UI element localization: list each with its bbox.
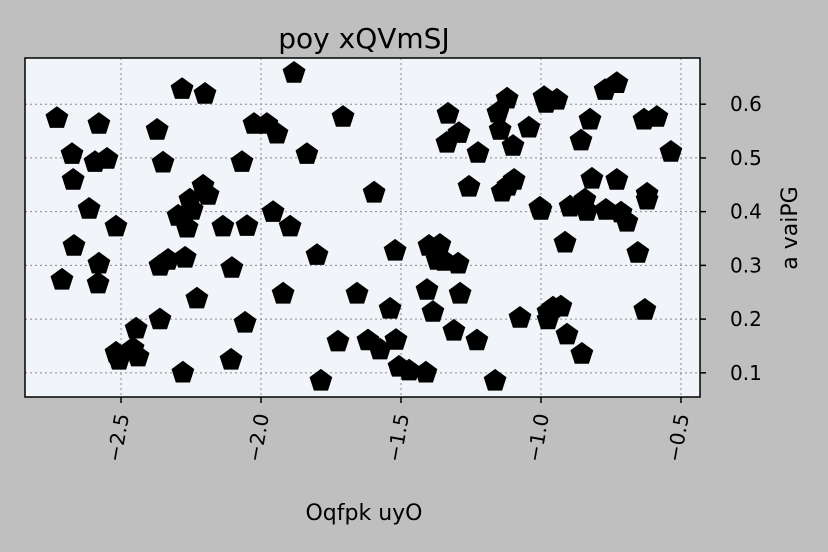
chart-title: poy xQVmSJ: [278, 22, 449, 55]
scatter-point: [145, 118, 169, 140]
x-axis-label: Oqfpk uyO: [305, 501, 422, 526]
scatter-point: [495, 86, 519, 109]
scatter-point: [553, 230, 577, 253]
y-tick-label: 0.4: [730, 200, 762, 224]
scatter-point: [60, 142, 84, 164]
scatter-point: [326, 329, 350, 352]
marks: [45, 61, 683, 391]
scatter-point: [569, 128, 593, 151]
scatter-point: [580, 166, 604, 189]
scatter-point: [126, 344, 150, 367]
grid: [25, 58, 700, 397]
scatter-point: [545, 87, 569, 110]
scatter-point: [555, 322, 579, 345]
scatter-point: [446, 251, 470, 274]
scatter-point: [148, 307, 172, 330]
scatter-point: [95, 147, 119, 169]
scatter-point: [77, 197, 101, 219]
scatter-point: [271, 281, 295, 304]
plot-frame: [24, 57, 701, 398]
scatter-point: [517, 115, 541, 138]
scatter-point: [331, 105, 355, 127]
scatter-point: [219, 347, 243, 370]
scatter-point: [483, 368, 507, 391]
scatter-point: [442, 318, 466, 341]
scatter-point: [635, 187, 659, 210]
y-tick-label: 0.3: [730, 253, 762, 277]
scatter-point: [575, 199, 599, 221]
scatter-point: [220, 256, 244, 278]
scatter-point: [578, 107, 602, 130]
scatter-point: [436, 101, 460, 124]
scatter-point: [488, 118, 512, 140]
scatter-point: [626, 241, 650, 263]
scatter-point: [397, 358, 421, 381]
scatter-point: [384, 328, 408, 350]
scatter-point: [659, 140, 683, 162]
scatter-point: [362, 180, 386, 203]
scatter-point: [233, 310, 257, 333]
scatter-point: [87, 251, 111, 274]
scatter-point: [466, 141, 490, 163]
y-tick-label: 0.5: [730, 146, 762, 170]
scatter-point: [502, 168, 526, 190]
scatter-point: [528, 195, 552, 218]
scatter-point: [170, 77, 194, 99]
scatter-point: [414, 360, 438, 383]
scatter-point: [265, 121, 289, 144]
scatter-point: [605, 168, 629, 190]
scatter-point: [185, 286, 209, 309]
scatter-point: [180, 198, 204, 220]
y-tick-label: 0.2: [730, 307, 762, 331]
scatter-point: [457, 174, 481, 197]
scatter-point: [151, 150, 175, 173]
scatter-point: [428, 233, 452, 255]
scatter-point: [211, 214, 235, 237]
scatter-point: [465, 328, 489, 351]
scatter-point: [295, 142, 319, 164]
scatter-point: [124, 316, 148, 339]
scatter-point: [448, 281, 472, 304]
scatter-point: [230, 150, 254, 172]
y-axis-label: a vaiPG: [778, 186, 803, 269]
scatter-point: [282, 61, 306, 83]
scatter-point: [508, 306, 532, 328]
scatter-point: [421, 300, 445, 322]
scatter-point: [156, 248, 180, 270]
scatter-point: [196, 183, 220, 205]
scatter-point: [570, 342, 594, 364]
scatter-point: [501, 134, 525, 156]
scatter-point: [345, 281, 369, 304]
scatter-point: [50, 267, 74, 290]
scatter-point: [415, 278, 439, 300]
scatter-point: [368, 337, 392, 360]
y-tick-label: 0.1: [730, 361, 762, 385]
scatter-point: [62, 234, 86, 256]
scatter-point: [305, 243, 329, 265]
scatter-point: [633, 298, 657, 320]
scatter-point: [104, 214, 128, 237]
scatter-point: [86, 271, 110, 294]
scatter-point: [173, 245, 197, 268]
scatter-point: [193, 82, 217, 104]
scatter-point: [615, 209, 639, 232]
scatter-point: [61, 168, 85, 190]
scatter-point: [378, 296, 402, 319]
scatter-point: [175, 215, 199, 238]
scatter-point: [87, 112, 111, 134]
scatter-point: [309, 368, 333, 391]
scatter-point: [645, 105, 669, 127]
scatter-point: [235, 214, 259, 236]
scatter-point: [261, 200, 285, 222]
scatter-point: [171, 360, 195, 383]
y-tick-label: 0.6: [730, 92, 762, 116]
scatter-point: [383, 238, 407, 261]
scatter-point: [447, 121, 471, 143]
scatter-point: [605, 71, 629, 93]
scatter-point: [278, 214, 302, 237]
scatter-point: [45, 106, 69, 128]
scatter-point: [541, 295, 565, 318]
